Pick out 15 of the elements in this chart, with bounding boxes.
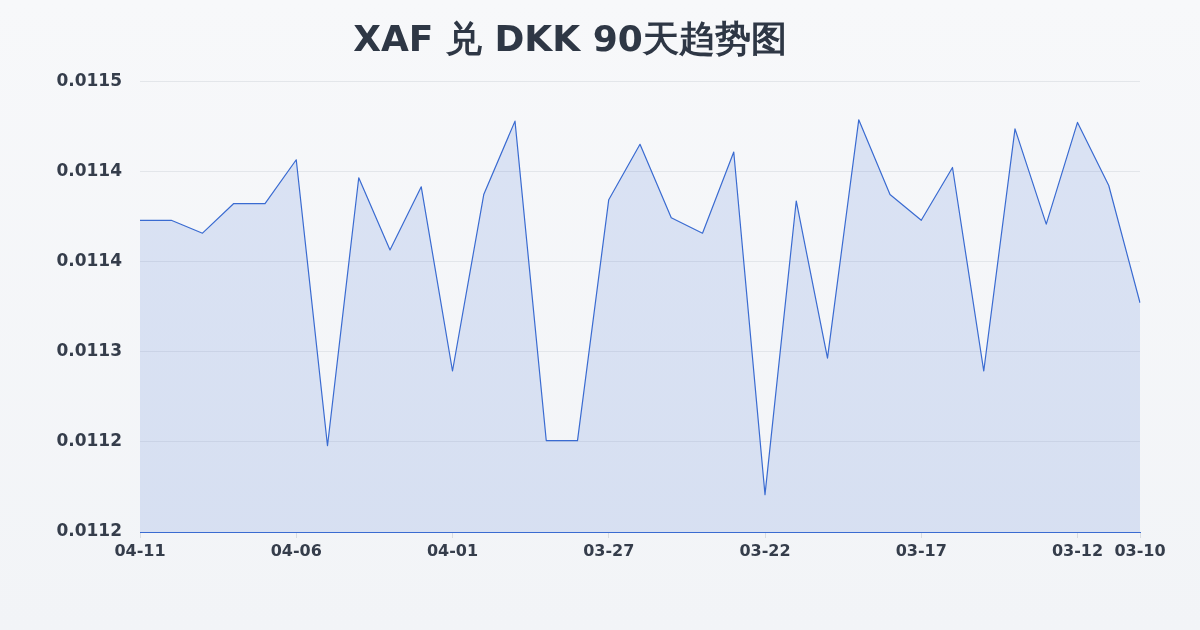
x-tick-label: 04-01 (426, 540, 479, 560)
y-tick-label: 0.0115 (56, 69, 122, 90)
y-tick-label: 0.0112 (56, 430, 122, 451)
y-tick-label: 0.0112 (56, 520, 122, 541)
y-tick-label: 0.0114 (56, 249, 123, 270)
x-tick-label: 04-11 (114, 540, 166, 560)
x-tick-label: 03-12 (1051, 540, 1104, 560)
chart-title: XAF 兑 DKK 90天趋势图 (353, 17, 787, 59)
x-tick-label: 03-27 (583, 540, 635, 560)
x-tick-label: 03-22 (739, 540, 791, 560)
x-tick-label: 03-17 (895, 540, 947, 560)
y-tick-label: 0.0113 (56, 340, 122, 361)
x-tick-label: 04-06 (270, 540, 322, 560)
x-tick-label: 03-10 (1114, 540, 1166, 560)
y-tick-label: 0.0114 (56, 159, 123, 180)
